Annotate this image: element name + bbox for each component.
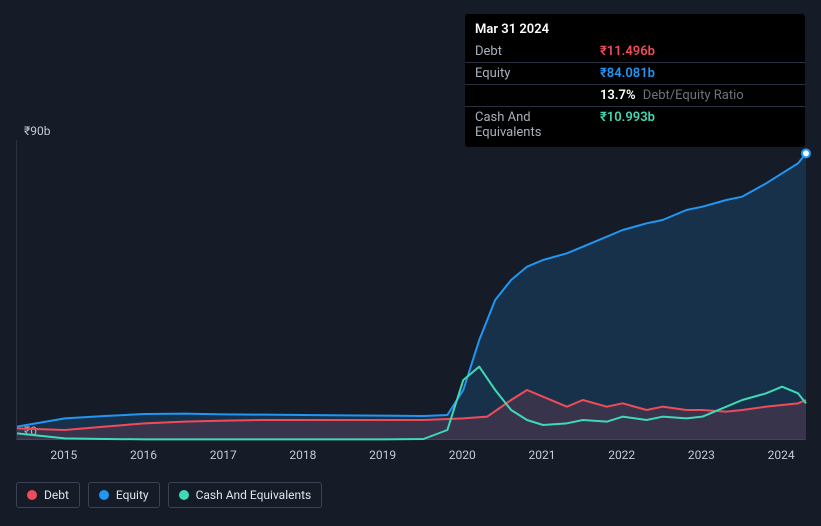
tooltip-row-value: ₹11.496b [600,44,655,59]
legend-item-cash-and-equivalents[interactable]: Cash And Equivalents [168,482,323,508]
x-tick-label: 2019 [369,448,396,462]
tooltip-row-label: Debt [475,44,600,59]
tooltip-row-label: Cash And Equivalents [475,110,600,140]
x-tick-label: 2021 [529,448,556,462]
x-tick-label: 2023 [688,448,715,462]
legend-label: Cash And Equivalents [196,488,312,502]
chart-tooltip: Mar 31 2024 Debt₹11.496bEquity₹84.081b13… [465,14,805,147]
tooltip-row-label [475,88,600,103]
legend-item-equity[interactable]: Equity [88,482,160,508]
series-fill-equity [17,153,806,440]
x-tick-label: 2016 [130,448,157,462]
legend-dot-icon [179,490,189,500]
legend-label: Equity [116,488,149,502]
legend: Debt Equity Cash And Equivalents [16,482,322,508]
y-axis-max-label: ₹90b [24,124,50,138]
tooltip-row-value: ₹84.081b [600,66,655,81]
tooltip-date: Mar 31 2024 [465,18,805,41]
chart-svg [17,140,806,440]
x-tick-label: 2022 [608,448,635,462]
x-tick-label: 2018 [289,448,316,462]
tooltip-row: 13.7% Debt/Equity Ratio [465,85,805,106]
tooltip-row-suffix: Debt/Equity Ratio [640,88,744,103]
x-tick-label: 2017 [210,448,237,462]
tooltip-row-value: ₹10.993b [600,110,655,140]
tooltip-row: Equity₹84.081b [465,63,805,84]
legend-dot-icon [99,490,109,500]
tooltip-row-value: 13.7% Debt/Equity Ratio [600,88,744,103]
x-tick-label: 2024 [768,448,795,462]
tooltip-row: Cash And Equivalents₹10.993b [465,107,805,143]
x-tick-label: 2020 [449,448,476,462]
series-end-marker [802,149,810,157]
legend-item-debt[interactable]: Debt [16,482,80,508]
tooltip-row-label: Equity [475,66,600,81]
tooltip-row: Debt₹11.496b [465,41,805,62]
x-axis: 2015 2016 2017 2018 2019 2020 2021 2022 2023 2024 [16,448,805,468]
legend-label: Debt [44,488,69,502]
chart-plot-area [16,140,805,440]
x-tick-label: 2015 [50,448,77,462]
legend-dot-icon [27,490,37,500]
